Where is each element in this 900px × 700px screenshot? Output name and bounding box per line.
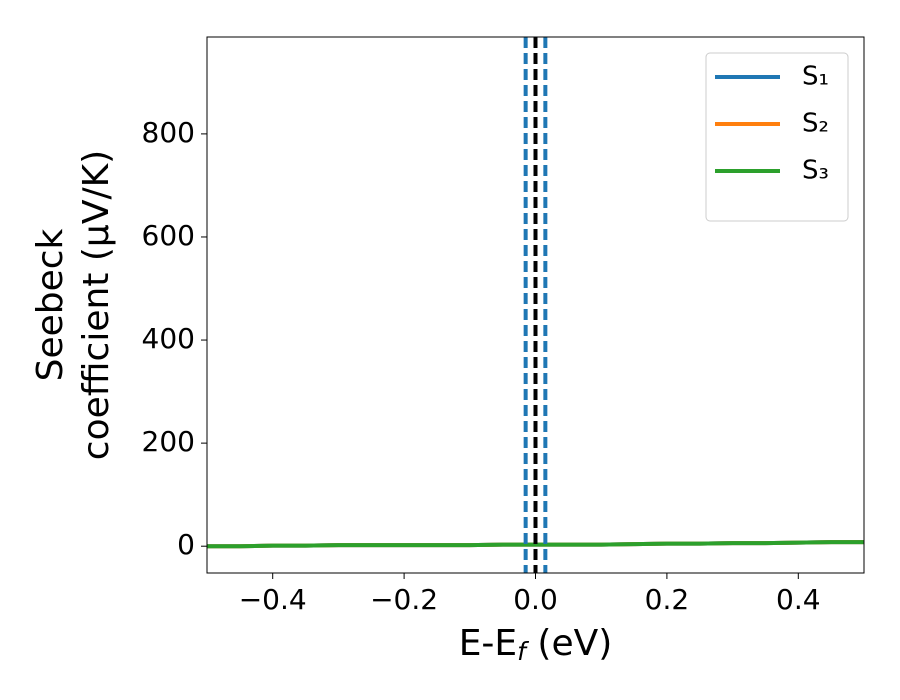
x-tick-label: 0.2 <box>645 583 690 616</box>
series-line <box>207 540 864 549</box>
x-axis-label-part: E-E <box>459 623 517 664</box>
legend-label: S₁ <box>802 62 829 92</box>
plot <box>207 37 864 573</box>
legend-label: S₂ <box>802 109 829 139</box>
x-axis-label-part: (eV) <box>526 623 612 664</box>
y-tick-label: 800 <box>142 116 195 149</box>
plot-frame <box>206 36 865 574</box>
y-axis-label: coefficient (μV/K) <box>76 150 117 460</box>
y-tick-label: 600 <box>142 219 195 252</box>
y-tick-label: 0 <box>177 528 195 561</box>
y-tick-label: 200 <box>142 425 195 458</box>
x-tick-label: 0.4 <box>776 583 821 616</box>
y-axis-label: Seebeck <box>30 228 71 381</box>
y-tick-label: 400 <box>142 322 195 355</box>
x-tick-label: 0.0 <box>513 583 558 616</box>
x-tick-label: −0.2 <box>370 583 438 616</box>
x-axis-label: E-Ef (eV) <box>459 623 613 666</box>
legend-box <box>705 52 849 222</box>
x-tick-label: −0.4 <box>239 583 307 616</box>
legend-label: S₃ <box>802 156 829 186</box>
